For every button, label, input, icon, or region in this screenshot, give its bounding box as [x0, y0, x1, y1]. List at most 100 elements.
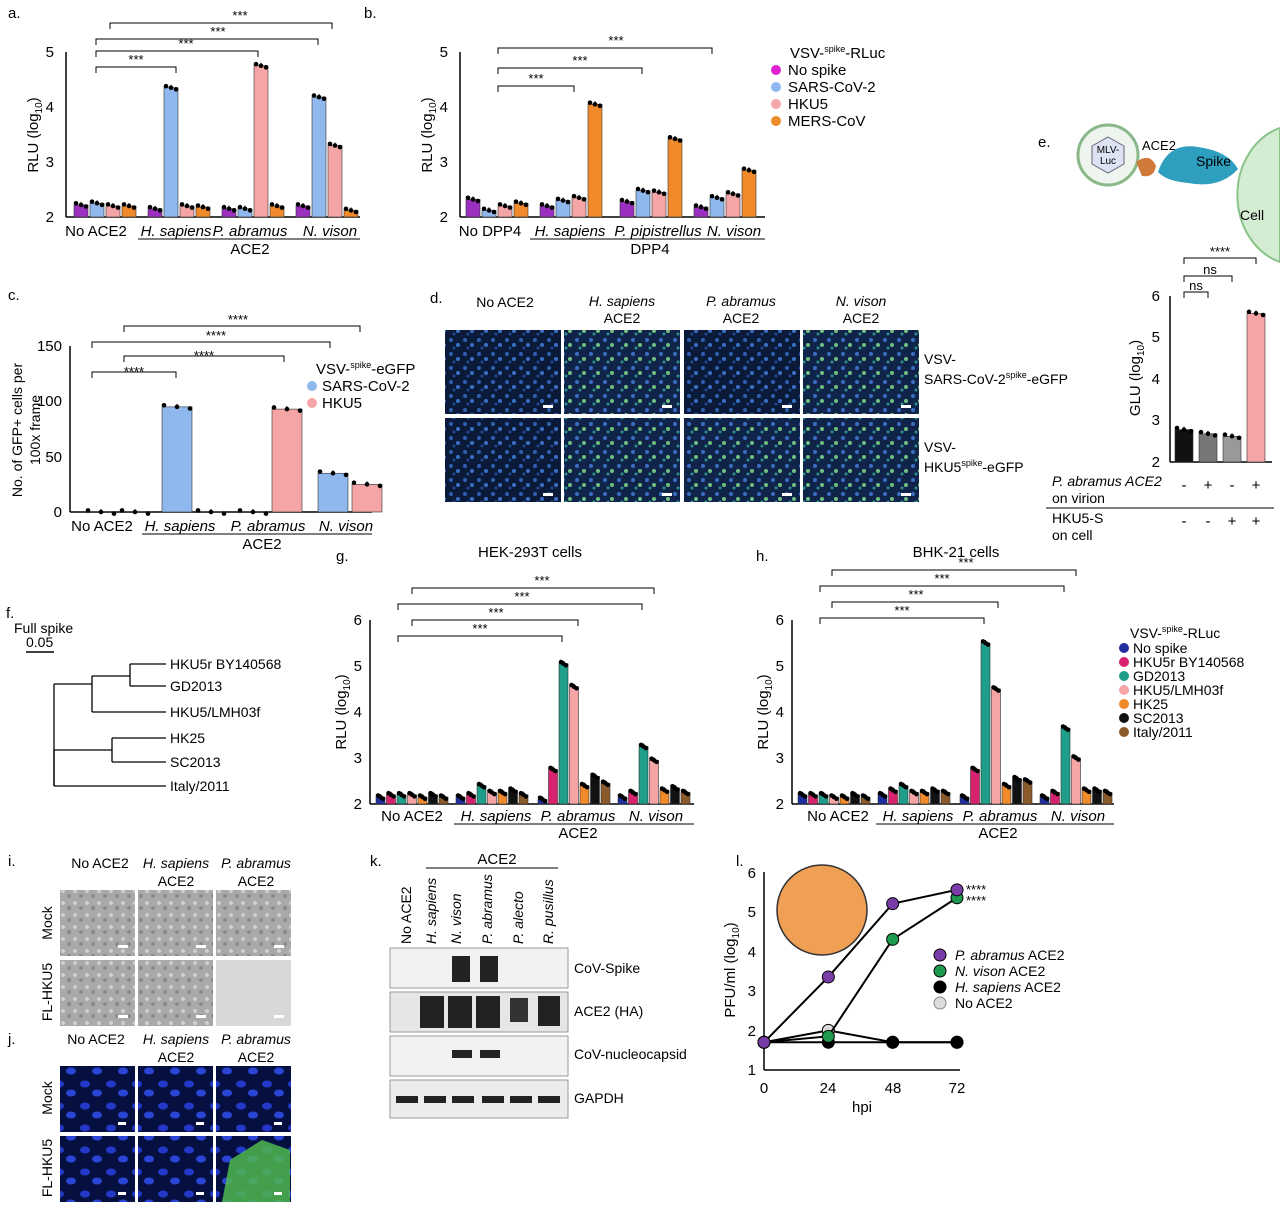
panel-b-group-label: H. sapiens	[535, 223, 606, 240]
panel-j-col-label: P. abramus	[221, 1031, 291, 1047]
panel-b-group-label: No DPP4	[459, 223, 522, 240]
series-line	[763, 888, 958, 1043]
panel-l-letter: l.	[736, 853, 744, 870]
panel-l-legend: P. abramus ACE2 N. vison ACE2 H. sapiens…	[933, 947, 1065, 1011]
data-point	[821, 1029, 835, 1043]
panel-l-ytick: 5	[748, 904, 756, 921]
data-point	[94, 200, 100, 206]
data-point	[471, 794, 476, 799]
data-point	[719, 197, 725, 202]
data-point	[1006, 784, 1012, 790]
panel-c-bars	[85, 402, 383, 516]
ace2-receptor-icon	[1136, 157, 1156, 177]
panel-a-bars	[73, 61, 359, 218]
data-point	[513, 789, 518, 795]
panel-a-y-axis-label: RLU (log10)	[25, 97, 45, 172]
panel-b-legend-item: SARS-CoV-2	[788, 79, 876, 96]
data-point	[226, 206, 232, 212]
data-point	[1229, 433, 1235, 439]
bar	[667, 138, 683, 218]
data-point	[263, 511, 269, 516]
bar	[741, 169, 757, 218]
panel-b: b. 2 3 4 5 RLU (log10) No DPP4 H. sapien…	[364, 5, 886, 258]
legend-swatch	[307, 381, 317, 391]
legend-swatch	[771, 65, 781, 75]
data-point	[200, 204, 206, 210]
cell-label: Cell	[1240, 207, 1264, 223]
data-point	[157, 208, 163, 213]
panel-h-ytick: 4	[776, 704, 784, 721]
panel-d-col-label: No ACE2	[476, 294, 534, 310]
panel-g-group-label: H. sapiens	[461, 808, 532, 825]
data-point	[465, 195, 471, 201]
data-point	[584, 784, 590, 790]
panel-h-letter: h.	[756, 548, 769, 565]
scale-value: 0.05	[26, 634, 53, 650]
panel-b-legend-item: No spike	[788, 62, 846, 79]
data-point	[834, 796, 839, 801]
bar	[635, 190, 651, 218]
data-point	[168, 85, 174, 91]
data-point	[523, 202, 529, 208]
data-point	[179, 202, 185, 207]
panel-l-xtick: 48	[885, 1080, 902, 1097]
panel-e-sign: +	[1204, 477, 1213, 494]
data-point	[184, 203, 190, 209]
data-point	[595, 775, 600, 781]
panel-e-y-axis-label: GLU (log10)	[1127, 340, 1147, 416]
micrograph	[564, 418, 680, 502]
data-point	[886, 1035, 900, 1049]
panel-e-row2-label-2: on cell	[1052, 527, 1092, 543]
panel-e-ytick: 5	[1152, 329, 1160, 346]
panel-d-col-label: P. abramus	[706, 293, 776, 309]
panel-a: a. 2 3 4 5 RLU (log10) No ACE2 H. sapien…	[8, 5, 360, 258]
data-point	[174, 404, 180, 410]
panel-i-row-label: Mock	[39, 905, 55, 939]
panel-a-sig: ***	[128, 52, 143, 67]
panel-l-ytick: 4	[748, 944, 756, 961]
micrograph	[60, 1136, 135, 1202]
panel-d-row-label-2: SARS-CoV-2spike-eGFP	[924, 370, 1068, 387]
data-point	[221, 511, 227, 516]
data-point	[714, 195, 720, 201]
data-point	[131, 205, 137, 210]
panel-g-bars	[375, 659, 691, 805]
data-point	[553, 768, 558, 774]
panel-d-col-label: ACE2	[604, 310, 641, 326]
data-point	[651, 188, 657, 193]
bar	[253, 65, 269, 218]
panel-g: g. HEK-293T cells 2 3 4 5 6 RLU (log10) …	[333, 544, 694, 842]
data-point	[633, 791, 638, 797]
panel-l-ytick: 6	[748, 865, 756, 882]
panel-g-ytick: 6	[354, 612, 362, 629]
panel-b-ytick: 2	[440, 209, 448, 226]
data-point	[1188, 428, 1194, 434]
data-point	[893, 789, 898, 795]
panel-h-sig: ***	[958, 555, 973, 570]
bar	[638, 746, 649, 805]
bar	[590, 776, 600, 805]
scale-bars	[543, 405, 911, 496]
panel-g-sig: ***	[534, 573, 549, 588]
panel-e-bars	[1174, 309, 1266, 463]
scale-bars	[118, 945, 284, 1018]
panel-d-col-label: ACE2	[723, 310, 760, 326]
panel-l-legend-item: N. vison ACE2	[955, 963, 1045, 979]
panel-i-col-label: ACE2	[238, 873, 275, 889]
data-point	[703, 206, 709, 211]
panel-g-group-label: P. abramus	[541, 808, 616, 825]
micrograph	[803, 418, 919, 502]
data-point	[195, 203, 201, 208]
data-point	[195, 508, 201, 513]
data-point	[253, 61, 259, 67]
data-point	[592, 101, 598, 107]
panel-c-legend-item: HKU5	[322, 395, 362, 412]
data-point	[571, 193, 577, 199]
data-point	[271, 405, 277, 410]
data-point	[317, 469, 323, 474]
panel-f: f. Full spike 0.05 HKU5r BY140568 GD2013…	[6, 605, 282, 794]
data-point	[914, 791, 919, 797]
data-point	[844, 796, 850, 801]
data-point	[231, 208, 237, 213]
data-point	[187, 406, 193, 411]
